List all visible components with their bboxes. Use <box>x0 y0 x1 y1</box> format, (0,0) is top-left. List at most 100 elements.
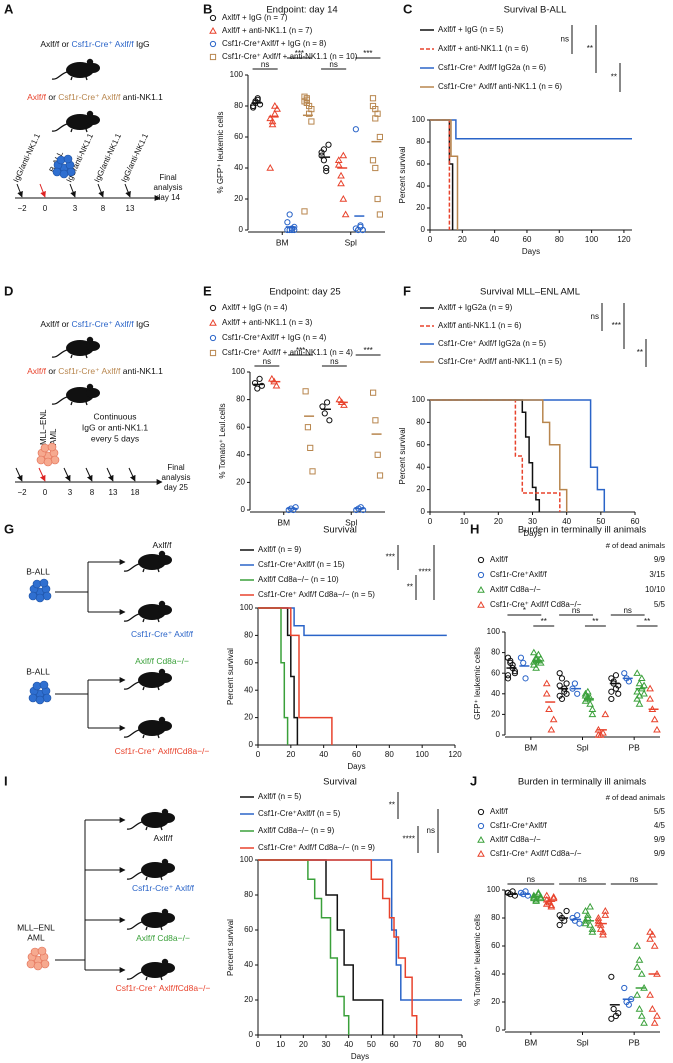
data-point <box>558 695 566 703</box>
injection-label: IgG/anti-NK1.1 <box>120 131 151 183</box>
rule <box>63 467 71 482</box>
final-label: Final <box>159 173 177 182</box>
final-label: analysis <box>154 183 183 192</box>
chart-title: Survival B-ALL <box>504 5 567 16</box>
y-axis-label: Percent survival <box>398 427 407 484</box>
sig-label: ns <box>263 357 271 366</box>
x-tick-label: 0 <box>428 517 433 526</box>
data-point <box>256 101 264 108</box>
label-part: Axlf/f <box>27 366 47 376</box>
data-point <box>581 919 590 927</box>
mouse-feet <box>142 618 160 623</box>
data-point <box>549 715 558 723</box>
data-point <box>308 118 315 125</box>
data-point <box>534 650 543 658</box>
panel-label: I <box>4 773 8 788</box>
cell-icon <box>40 443 50 453</box>
sig-label: *** <box>363 346 372 355</box>
cell-icon <box>56 155 66 165</box>
mouse-tail <box>126 921 143 930</box>
mouse-tail <box>123 681 140 690</box>
label-part: anti-NK1.1 <box>120 92 163 102</box>
legend-label: Csf1r-Cre⁺Axlf/f (n = 15) <box>258 560 345 569</box>
data-point <box>307 444 314 451</box>
x-tick-label: 30 <box>322 1040 331 1049</box>
legend-label: Axlf/f Cd8a−/− (n = 9) <box>258 826 335 835</box>
mouse-tail <box>126 871 143 880</box>
final-label: day 14 <box>156 193 181 202</box>
x-axis-label: Days <box>351 1052 369 1061</box>
label-part: Axlf/f <box>153 540 173 550</box>
data-point <box>653 725 661 733</box>
data-point <box>529 648 538 656</box>
x-tick-label: PB <box>628 1037 640 1047</box>
mouse-head <box>86 115 100 125</box>
label-part: IgG <box>134 39 150 49</box>
data-point <box>359 226 366 234</box>
x-tick-label: Spl <box>345 517 357 527</box>
label-part: Axlf/f <box>40 319 60 329</box>
cell-icon <box>47 442 57 452</box>
survival-line <box>430 399 541 512</box>
data-point <box>615 690 622 697</box>
data-point <box>524 892 531 899</box>
data-point <box>292 504 299 511</box>
data-point <box>376 211 383 218</box>
data-point <box>633 669 642 676</box>
survival-line <box>258 859 350 1035</box>
mouse-icon <box>51 110 100 133</box>
data-point <box>549 892 558 900</box>
y-tick-label: 100 <box>412 395 426 404</box>
label-part: or <box>59 39 71 49</box>
data-point <box>374 451 381 458</box>
y-axis-label: % Tomato⁺ leukemic cells <box>473 914 482 1006</box>
day-label: 13 <box>126 204 135 213</box>
data-point <box>615 1010 622 1017</box>
data-point <box>337 171 345 179</box>
sig-label: ns <box>623 606 631 615</box>
data-point <box>608 688 615 695</box>
data-point <box>542 679 551 687</box>
legend-marker <box>209 14 217 22</box>
legend-label: Csf1r-Cre⁺Axlf/f <box>490 821 547 830</box>
dead-count: 4/5 <box>654 821 666 830</box>
panel-label: H <box>470 521 479 536</box>
rule <box>85 467 93 482</box>
x-axis-label: Days <box>522 247 540 256</box>
x-tick-label: BM <box>524 742 537 752</box>
rich-label: Axlf/f or Csf1r-Cre⁺ Axlf/f IgG <box>40 39 149 49</box>
data-point <box>504 672 512 679</box>
label-part: anti-NK1.1 <box>120 366 163 376</box>
mouse-head <box>86 341 100 351</box>
label-part: or <box>59 319 71 329</box>
rule <box>39 183 46 198</box>
mouse-ear <box>158 716 166 724</box>
sig-label: ns <box>572 606 580 615</box>
y-tick-label: 0 <box>496 1025 501 1034</box>
data-point <box>574 690 581 697</box>
data-point <box>625 1001 632 1008</box>
survival-line <box>258 607 289 745</box>
legend-label: Csf1r-Cre⁺Axlf/f <box>490 570 547 579</box>
legend-marker <box>477 571 485 579</box>
dead-count: 10/10 <box>645 585 666 594</box>
sig-label: ns <box>329 60 337 69</box>
data-point <box>522 675 529 682</box>
mouse-ear <box>161 908 169 916</box>
survival-line <box>430 399 561 512</box>
legend-label: Axlf/f + anti-NK1.1 (n = 3) <box>222 318 313 327</box>
legend-label: Csf1r-Cre⁺Axlf/f (n = 5) <box>258 809 341 818</box>
y-tick-label: 0 <box>249 1030 254 1039</box>
y-tick-label: 80 <box>491 913 500 922</box>
x-tick-label: 80 <box>385 750 394 759</box>
label-part: Axlf/f <box>27 92 47 102</box>
leukemia-label: AML <box>27 932 45 942</box>
injection-label: IgG/anti-NK1.1 <box>93 131 124 183</box>
leukemia-label: B-ALL <box>26 666 50 676</box>
y-tick-label: 20 <box>416 485 425 494</box>
data-point <box>339 194 348 202</box>
legend-marker <box>477 822 485 830</box>
data-point <box>633 990 642 998</box>
mouse-feet <box>145 926 163 931</box>
mouse-feet <box>142 568 160 573</box>
